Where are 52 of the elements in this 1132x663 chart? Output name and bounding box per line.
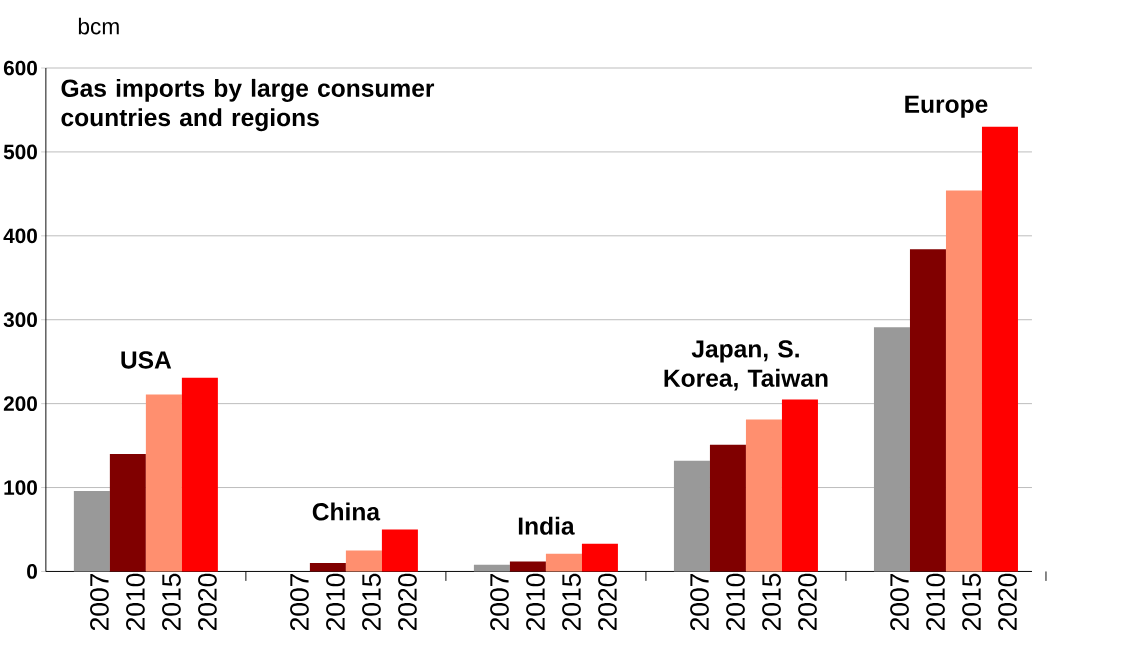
- y-tick-label: 500: [3, 144, 37, 160]
- text: 2010: [326, 573, 345, 631]
- y-tick-label: 100: [4, 480, 37, 495]
- bar: [345, 550, 382, 572]
- text: 2007: [690, 573, 709, 631]
- text: 2015: [562, 573, 581, 631]
- text: 2020: [998, 573, 1017, 631]
- text: 2010: [126, 573, 145, 631]
- x-tick-label: USA: [121, 351, 172, 369]
- x-tick-label: India: [518, 516, 575, 535]
- bar: [981, 126, 1018, 572]
- text: 2010: [726, 573, 745, 631]
- x-tick-label: China: [312, 502, 381, 521]
- bar: [73, 490, 110, 572]
- bar: [673, 460, 710, 572]
- bar: [145, 394, 182, 572]
- text: 2020: [398, 573, 417, 631]
- bar: [509, 561, 546, 572]
- bar: [873, 327, 910, 572]
- text: 2020: [598, 573, 617, 631]
- x-tick-label: Europe: [905, 95, 988, 118]
- text: 2020: [798, 573, 817, 631]
- text: 2015: [162, 573, 181, 631]
- text: 2007: [290, 573, 309, 631]
- y-tick-label: 200: [3, 396, 37, 411]
- text: 2015: [962, 573, 981, 631]
- text: 2010: [926, 573, 945, 631]
- bar: [381, 529, 418, 572]
- bar: [309, 563, 346, 572]
- text: 2015: [762, 573, 781, 631]
- bar: [745, 419, 782, 572]
- text: 2015: [362, 573, 381, 631]
- text: 2007: [890, 573, 909, 631]
- y-tick-label: 0: [27, 564, 37, 579]
- text: Gas imports by large consumer countries and regions: [61, 78, 435, 132]
- bar: [581, 543, 618, 572]
- x-tick-label: Japan, S. Korea, Taiwan: [664, 340, 828, 391]
- bar: [945, 190, 982, 572]
- bar: [109, 453, 146, 572]
- text: 2007: [90, 573, 109, 631]
- y-tick-label: 300: [3, 312, 37, 328]
- bar: [545, 553, 582, 572]
- bar: [709, 444, 746, 572]
- bar: [909, 249, 946, 572]
- text: 2020: [198, 573, 217, 631]
- text: 2010: [526, 573, 545, 631]
- y-tick-label: 400: [3, 228, 37, 244]
- y-axis-title: bcm: [78, 17, 119, 35]
- y-tick-label: 600: [3, 60, 37, 76]
- bar: [781, 399, 818, 572]
- bar: [181, 377, 218, 572]
- text: 2007: [490, 573, 509, 631]
